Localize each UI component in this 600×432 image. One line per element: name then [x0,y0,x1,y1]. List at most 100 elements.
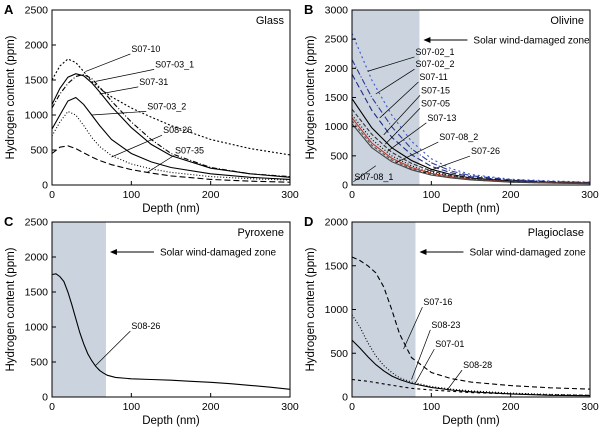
zone-label: Solar wind-damaged zone [160,248,277,259]
series-line-s07-08_1 [351,123,591,185]
plot-frame [51,9,291,186]
annotation-leader [147,155,175,173]
panel-letter: B [304,2,313,17]
panel-b: S07-02_1 S07-02_2 S07-11 S07-15 S07-05 S07-13… [304,2,599,215]
x-tick-label: 300 [281,189,299,201]
x-axis-label: Depth (nm) [442,203,500,215]
annotation-leader [353,165,377,183]
x-tick-label: 300 [581,401,599,413]
damaged-zone [352,10,420,185]
annotation-leader [379,81,419,119]
series-line-s07-16 [351,256,591,390]
y-tick-label: 500 [30,145,48,157]
annotation-leader [95,69,155,82]
annotation-leader [423,155,471,174]
annotation-label: S07-08_2 [439,132,478,142]
y-tick-label: 0 [342,392,348,404]
zone-arrowhead [423,37,431,43]
annotation-leader [387,122,427,152]
panel-title: Pyroxene [238,227,284,239]
series-line-s07-35 [51,145,291,183]
zone-arrowhead [109,249,117,255]
y-tick-label: 1000 [325,121,349,133]
annotation-leader [411,329,431,380]
series-line-s08-26 [51,273,291,390]
x-tick-label: 100 [123,401,141,413]
x-axis-label: Depth (nm) [442,415,500,427]
annotation-label: S07-10 [131,44,160,54]
y-tick-label: 500 [330,150,348,162]
y-tick-label: 0 [42,180,48,192]
y-tick-label: 2000 [25,40,49,52]
series-line-s08-23 [351,314,591,396]
y-tick-label: 2500 [325,34,349,46]
y-tick-label: 2000 [325,217,349,229]
zone-arrowhead [419,249,427,255]
annotation-leader [95,330,131,366]
y-tick-label: 1500 [325,260,349,272]
y-tick-label: 0 [42,392,48,404]
y-tick-label: 0 [342,180,348,192]
y-axis-label: Hydrogen content (ppm) [5,35,17,159]
series-line-s07-03_1 [51,73,291,178]
plot-frame [51,221,291,398]
annotation-leader [383,95,421,136]
series-line-s08-28 [351,378,591,396]
annotation-label: S08-26 [163,125,192,135]
series-line-s07-02_2 [351,59,591,183]
annotation-label: S08-28 [463,360,492,370]
x-tick-label: 200 [502,189,520,201]
series-line-s07-05 [351,108,591,184]
annotation-leader [395,141,439,164]
y-tick-label: 2500 [25,217,49,229]
x-tick-label: 0 [49,189,55,201]
annotation-label: S07-16 [423,297,452,307]
annotation-leader [375,68,415,95]
y-tick-label: 1500 [25,287,49,299]
x-axis-label: Depth (nm) [142,415,200,427]
annotation-label: S07-13 [427,113,456,123]
series-line-s08-26 [51,110,291,181]
x-tick-label: 0 [49,401,55,413]
x-tick-label: 300 [581,189,599,201]
annotation-label: S07-03_2 [147,101,186,111]
zone-label: Solar wind-damaged zone [469,248,586,259]
annotation-leader [403,306,423,350]
x-tick-label: 100 [423,189,441,201]
annotation-label: S08-26 [131,321,160,331]
annotation-label: S07-11 [419,72,447,82]
y-axis-label: Hydrogen content (ppm) [5,247,17,371]
x-tick-label: 200 [202,401,220,413]
y-tick-label: 2500 [25,5,49,17]
annotation-leader [367,56,415,72]
panel-title: Glass [256,15,285,27]
y-tick-label: 2000 [25,252,49,264]
x-tick-label: 100 [423,401,441,413]
panel-title: Plagioclase [528,227,584,239]
x-tick-label: 200 [502,401,520,413]
annotation-leader [111,134,163,158]
annotation-label: S07-05 [421,98,450,108]
x-tick-label: 0 [349,401,355,413]
annotation-leader [385,108,421,145]
y-axis-label: Hydrogen content (ppm) [305,247,317,371]
annotation-label: S07-26 [471,146,500,156]
annotation-label: S07-01 [435,339,464,349]
y-tick-label: 1500 [25,75,49,87]
panel-letter: C [4,214,14,229]
y-tick-label: 500 [30,357,48,369]
annotation-label: S07-15 [421,85,450,95]
series-line-s07-15 [351,98,591,184]
annotation-label: S07-02_2 [415,59,454,69]
annotation-label: S07-03_1 [155,59,194,69]
x-tick-label: 300 [281,401,299,413]
y-tick-label: 1000 [25,322,49,334]
panel-a: S07-10 S07-03_1 S07-31 S07-03_2 S08-26 S07-35… [4,2,299,215]
x-tick-label: 100 [123,189,141,201]
annotation-label: S07-35 [175,146,204,156]
annotation-label: S07-31 [139,77,168,87]
series-line-s07-03_2 [51,96,291,180]
y-tick-label: 3000 [325,5,349,17]
annotation-leader [415,348,435,384]
annotation-leader [446,369,463,391]
